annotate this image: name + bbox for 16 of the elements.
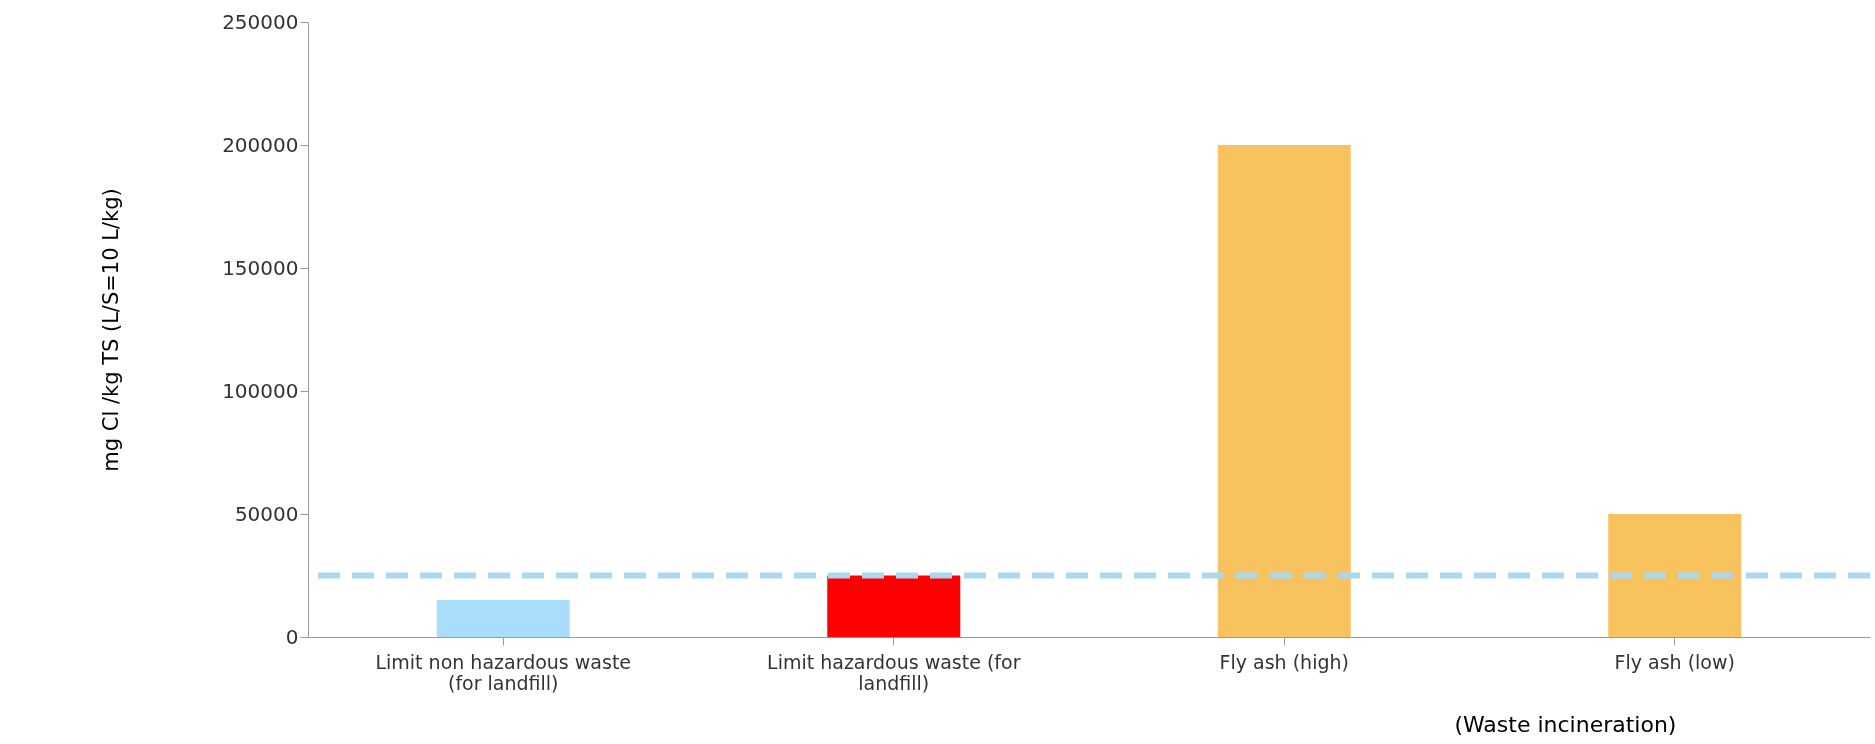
bar [1217, 145, 1351, 637]
x-tick-label: Fly ash (high) [1219, 650, 1349, 673]
x-tick-label: Limit hazardous waste (for landfill) [767, 650, 1021, 694]
y-tick-label: 200000 [222, 132, 299, 157]
y-axis-title: mg Cl /kg TS (L/S=10 L/kg) [99, 188, 124, 472]
text: (Waste incineration) [1454, 712, 1677, 737]
x-tick-label: Limit non hazardous waste (for landfill) [375, 650, 632, 694]
y-tick-label: 250000 [222, 9, 299, 34]
y-tick-label: 50000 [234, 501, 299, 526]
y-tick-label: 0 [285, 624, 299, 649]
x-tick-label: Fly ash (low) [1614, 650, 1735, 673]
bar [827, 575, 961, 637]
y-tick-label: 100000 [222, 378, 299, 403]
y-tick-label: 150000 [222, 255, 299, 280]
bar [436, 600, 570, 637]
bar [1608, 514, 1742, 637]
